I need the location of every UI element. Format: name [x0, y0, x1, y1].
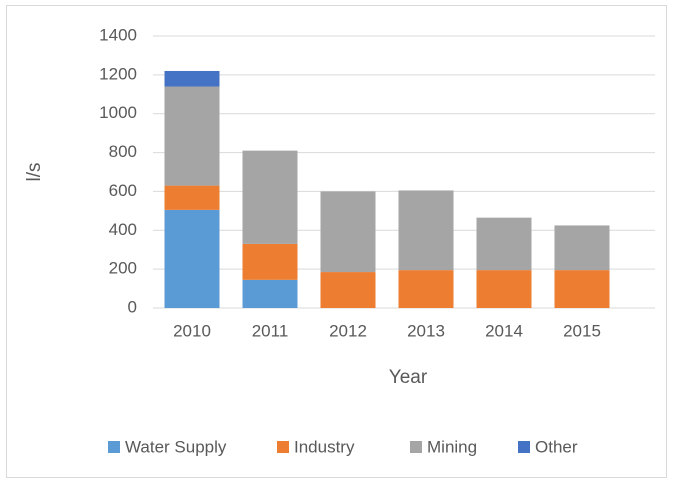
y-tick-label: 1400 [99, 25, 137, 44]
bar-segment [164, 185, 220, 210]
y-tick-label: 200 [109, 259, 137, 278]
y-axis-title: l/s [24, 163, 45, 182]
legend-label: Water Supply [125, 437, 227, 456]
x-tick-label: 2015 [563, 321, 601, 340]
legend-swatch [108, 441, 120, 453]
legend-label: Mining [427, 437, 477, 456]
legend-label: Other [535, 437, 578, 456]
x-tick-label: 2013 [407, 321, 445, 340]
x-tick-label: 2014 [485, 321, 523, 340]
x-tick-label: 2010 [173, 321, 211, 340]
y-tick-label: 1200 [99, 64, 137, 83]
bar-segment [476, 270, 532, 308]
bar-segment [242, 243, 298, 280]
bar-segment [164, 86, 220, 186]
bar-segment [320, 191, 376, 273]
y-tick-label: 800 [109, 142, 137, 161]
bar-segment [164, 70, 220, 87]
y-tick-label: 400 [109, 220, 137, 239]
y-tick-label: 600 [109, 181, 137, 200]
y-tick-label: 0 [128, 297, 137, 316]
bar-segment [554, 270, 610, 308]
x-tick-label: 2011 [252, 321, 289, 340]
bar-segment [554, 225, 610, 271]
legend-label: Industry [294, 437, 355, 456]
bar-segment [398, 190, 454, 271]
x-axis-title: Year [389, 367, 428, 388]
bar-segment [242, 150, 298, 244]
bar-segment [320, 272, 376, 308]
bar-segment [398, 270, 454, 308]
bar-segment [476, 217, 532, 271]
legend-swatch [518, 441, 530, 453]
legend-swatch [410, 441, 422, 453]
y-tick-label: 1000 [99, 103, 137, 122]
x-tick-label: 2012 [329, 321, 367, 340]
legend-swatch [277, 441, 289, 453]
bar-segment [164, 209, 220, 308]
bar-segment [242, 279, 298, 308]
